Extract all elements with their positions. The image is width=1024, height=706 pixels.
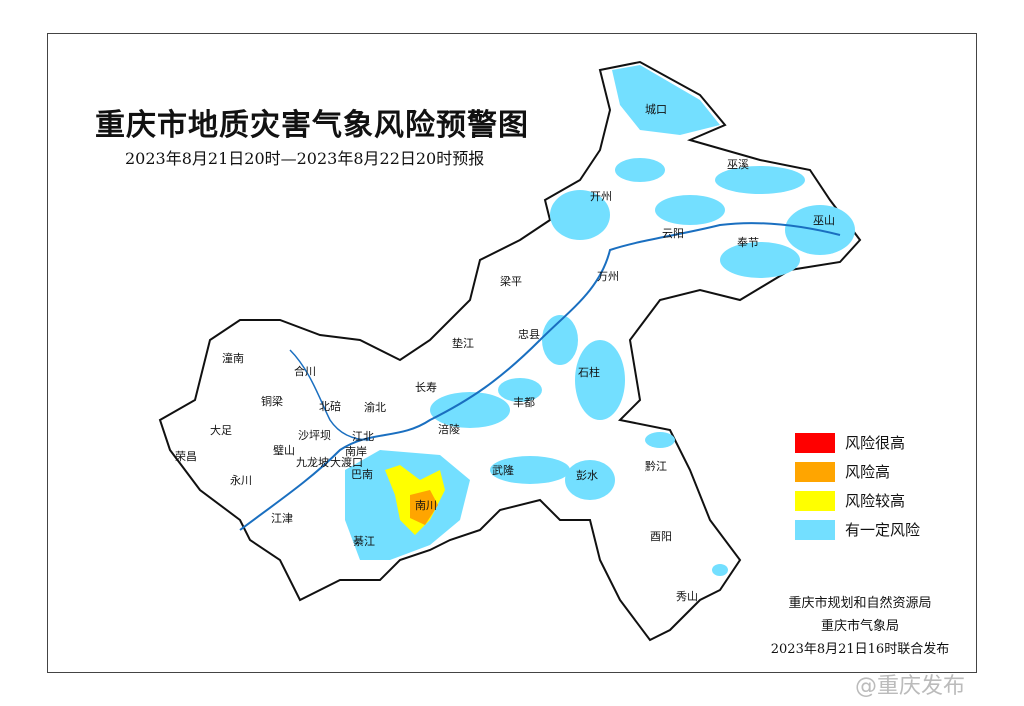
svg-text:北碚: 北碚	[319, 399, 341, 413]
map-title: 重庆市地质灾害气象风险预警图	[95, 108, 529, 143]
issue-time: 2023年8月21日16时联合发布	[770, 642, 950, 657]
svg-text:云阳: 云阳	[662, 227, 684, 240]
svg-text:永川: 永川	[230, 473, 252, 487]
forecast-period: 2023年8月21日20时—2023年8月22日20时预报	[125, 149, 485, 168]
legend: 风险很高 风险高 风险较高 有一定风险	[795, 428, 920, 544]
yangtze-river	[239, 222, 841, 531]
svg-text:渝北: 渝北	[364, 400, 386, 414]
district-labels: 城口 巫溪 开州 云阳 奉节 巫山 梁平 万州 忠县 垫江 石柱 长寿 丰都 涪…	[175, 103, 835, 603]
svg-text:巫山: 巫山	[813, 214, 835, 227]
legend-item-moderate: 有一定风险	[795, 515, 920, 544]
svg-text:万州: 万州	[597, 270, 619, 283]
issuer-line: 重庆市规划和自然资源局	[788, 596, 932, 611]
svg-text:酉阳: 酉阳	[650, 530, 672, 543]
svg-text:涪陵: 涪陵	[438, 422, 460, 436]
svg-text:江北: 江北	[352, 430, 374, 443]
svg-text:璧山: 璧山	[273, 443, 295, 457]
svg-text:长寿: 长寿	[415, 380, 437, 394]
watermark: @重庆发布	[855, 674, 966, 699]
svg-text:石柱: 石柱	[578, 365, 600, 379]
legend-swatch	[795, 490, 835, 511]
risk-areas-high	[410, 490, 438, 525]
legend-item-relatively-high: 风险较高	[795, 486, 920, 515]
jialing-river	[289, 349, 371, 441]
svg-text:大足: 大足	[210, 423, 232, 437]
svg-text:城口: 城口	[645, 103, 667, 116]
svg-text:潼南: 潼南	[222, 351, 244, 365]
svg-text:奉节: 奉节	[737, 235, 759, 249]
legend-swatch	[795, 432, 835, 453]
svg-text:九龙坡: 九龙坡	[296, 456, 329, 469]
map-frame	[47, 33, 977, 673]
svg-text:南川: 南川	[415, 499, 437, 512]
risk-areas-moderate	[345, 65, 855, 576]
svg-text:巫溪: 巫溪	[727, 158, 749, 171]
issuer-line: 重庆市气象局	[820, 619, 899, 634]
svg-text:沙坪坝: 沙坪坝	[298, 428, 331, 442]
legend-swatch	[795, 519, 835, 540]
legend-swatch	[795, 461, 835, 482]
svg-text:武隆: 武隆	[492, 463, 514, 477]
svg-text:梁平: 梁平	[500, 274, 522, 288]
svg-text:垫江: 垫江	[452, 336, 474, 350]
svg-text:开州: 开州	[590, 190, 612, 203]
svg-text:忠县: 忠县	[518, 328, 540, 341]
svg-text:合川: 合川	[294, 364, 316, 378]
svg-text:巴南: 巴南	[351, 468, 373, 481]
svg-text:黔江: 黔江	[645, 459, 667, 473]
legend-item-high: 风险高	[795, 457, 920, 486]
svg-text:丰都: 丰都	[513, 396, 535, 409]
svg-text:大渡口: 大渡口	[330, 455, 363, 469]
svg-text:秀山: 秀山	[676, 590, 698, 603]
issuer-block: 重庆市规划和自然资源局 重庆市气象局 2023年8月21日16时联合发布	[750, 592, 970, 661]
svg-text:荣昌: 荣昌	[175, 450, 197, 463]
svg-text:铜梁: 铜梁	[261, 394, 283, 408]
svg-text:綦江: 綦江	[353, 535, 375, 548]
legend-item-very-high: 风险很高	[795, 428, 920, 457]
svg-text:南岸: 南岸	[345, 445, 367, 458]
svg-text:彭水: 彭水	[576, 468, 598, 482]
svg-text:江津: 江津	[271, 512, 293, 525]
